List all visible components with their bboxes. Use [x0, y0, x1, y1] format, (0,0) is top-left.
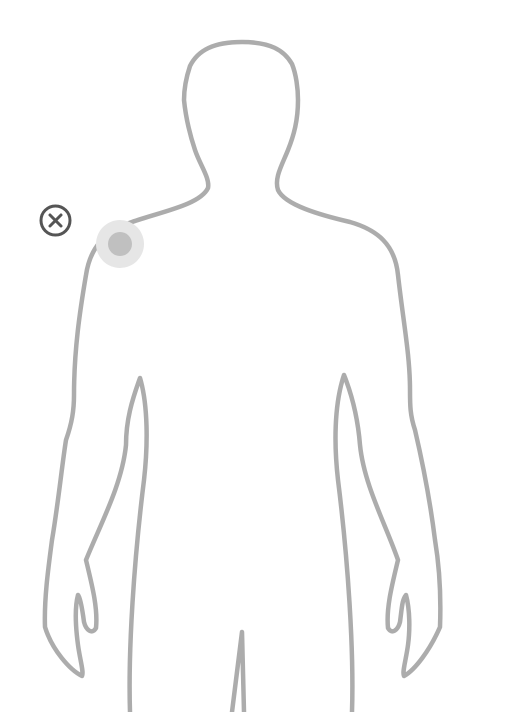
body-outline [42, 39, 443, 712]
close-circle-icon[interactable] [39, 204, 72, 237]
close-x-mark [48, 213, 63, 228]
close-ring [39, 204, 72, 237]
shoulder-marker[interactable] [96, 220, 144, 268]
marker-dot [108, 232, 132, 256]
